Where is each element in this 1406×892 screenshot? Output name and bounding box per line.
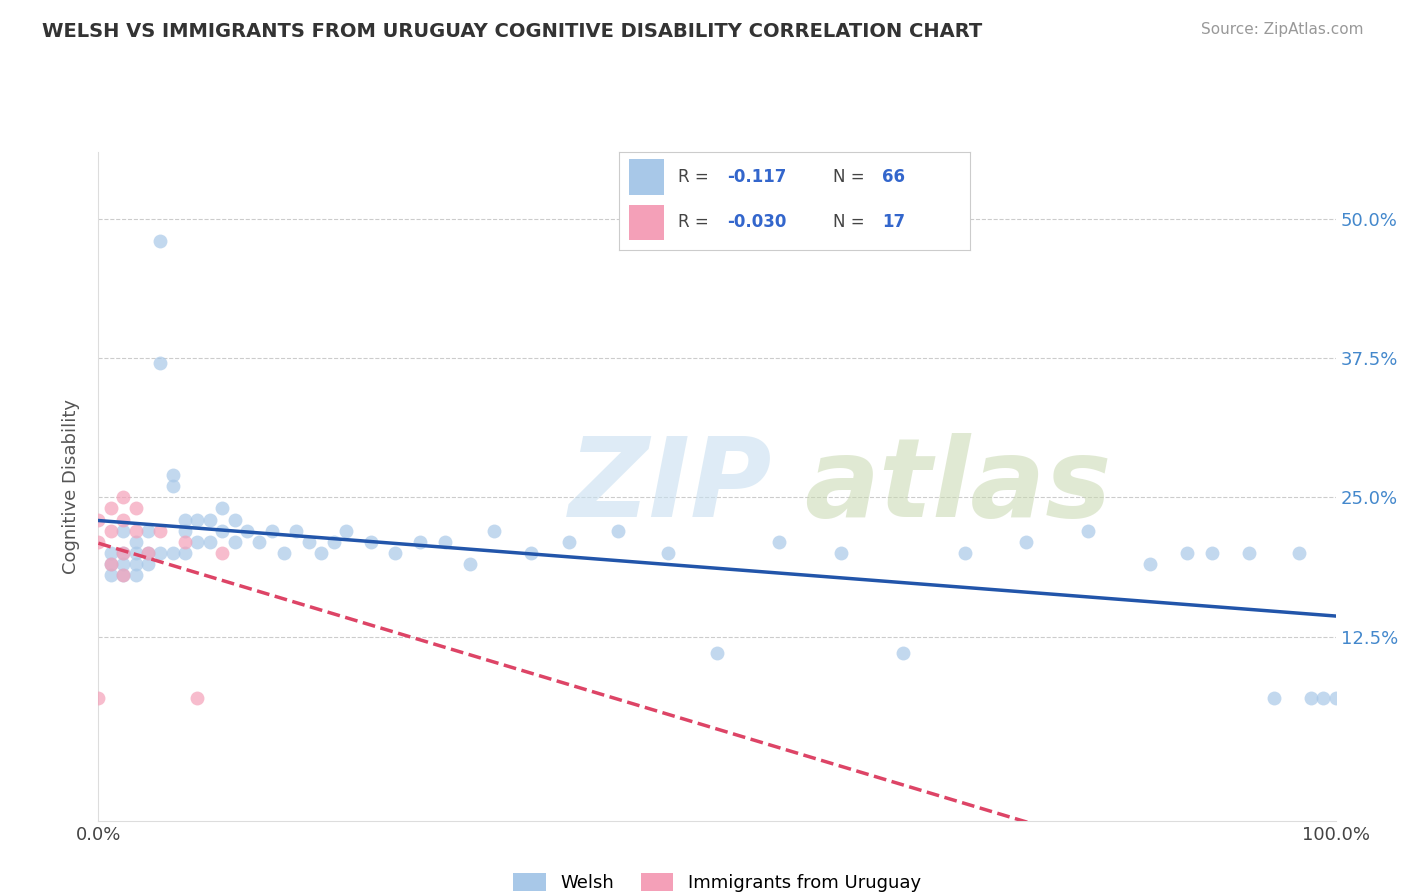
Text: 66: 66 <box>883 169 905 186</box>
Point <box>136 524 159 538</box>
Point <box>100 557 122 572</box>
Text: R =: R = <box>678 213 709 231</box>
Point <box>891 646 914 660</box>
Point <box>149 356 172 371</box>
Text: ZIP: ZIP <box>568 433 772 540</box>
Point <box>1288 546 1310 560</box>
Point <box>186 512 208 526</box>
Text: -0.117: -0.117 <box>728 169 787 186</box>
Point <box>174 534 197 549</box>
Point <box>458 557 481 572</box>
Point <box>1312 690 1334 705</box>
Point <box>162 546 184 560</box>
Point <box>112 490 135 504</box>
Point <box>607 524 630 538</box>
Text: R =: R = <box>678 169 709 186</box>
Point <box>247 534 270 549</box>
Point <box>112 512 135 526</box>
Point <box>1299 690 1322 705</box>
Point <box>100 557 122 572</box>
Text: -0.030: -0.030 <box>728 213 787 231</box>
Point <box>211 524 233 538</box>
Point <box>236 524 259 538</box>
Text: Source: ZipAtlas.com: Source: ZipAtlas.com <box>1201 22 1364 37</box>
Point <box>1237 546 1260 560</box>
Point <box>112 557 135 572</box>
Point <box>1015 534 1038 549</box>
Point <box>953 546 976 560</box>
Point <box>211 546 233 560</box>
FancyBboxPatch shape <box>630 204 664 240</box>
Point <box>124 524 146 538</box>
Point <box>224 512 246 526</box>
Point <box>409 534 432 549</box>
Point <box>1263 690 1285 705</box>
Point <box>484 524 506 538</box>
Point <box>136 557 159 572</box>
Point <box>298 534 321 549</box>
Point <box>1201 546 1223 560</box>
Point <box>1324 690 1347 705</box>
Point <box>136 546 159 560</box>
Point <box>186 690 208 705</box>
Point <box>1175 546 1198 560</box>
Point <box>87 512 110 526</box>
Point <box>1139 557 1161 572</box>
Point <box>285 524 308 538</box>
Point <box>124 534 146 549</box>
Point <box>706 646 728 660</box>
Point <box>124 568 146 582</box>
Point <box>149 524 172 538</box>
Point <box>198 534 221 549</box>
Point <box>768 534 790 549</box>
Point <box>112 546 135 560</box>
Point <box>87 534 110 549</box>
Point <box>384 546 406 560</box>
Text: 17: 17 <box>883 213 905 231</box>
Point <box>830 546 852 560</box>
Point <box>124 501 146 516</box>
Point <box>124 546 146 560</box>
Point <box>112 546 135 560</box>
Point <box>100 524 122 538</box>
Point <box>162 479 184 493</box>
Point <box>149 234 172 248</box>
Point <box>112 568 135 582</box>
Text: WELSH VS IMMIGRANTS FROM URUGUAY COGNITIVE DISABILITY CORRELATION CHART: WELSH VS IMMIGRANTS FROM URUGUAY COGNITI… <box>42 22 983 41</box>
Point <box>657 546 679 560</box>
Point <box>186 534 208 549</box>
Point <box>260 524 283 538</box>
Point <box>322 534 344 549</box>
Point <box>87 690 110 705</box>
Point <box>309 546 332 560</box>
Point <box>1077 524 1099 538</box>
Point <box>100 546 122 560</box>
Point <box>557 534 579 549</box>
Y-axis label: Cognitive Disability: Cognitive Disability <box>62 399 80 574</box>
Point <box>174 546 197 560</box>
Text: N =: N = <box>832 169 865 186</box>
Point <box>100 568 122 582</box>
Point <box>149 546 172 560</box>
Point <box>174 512 197 526</box>
Point <box>520 546 543 560</box>
Point <box>224 534 246 549</box>
Text: atlas: atlas <box>804 433 1111 540</box>
Point <box>433 534 456 549</box>
Point <box>198 512 221 526</box>
Legend: Welsh, Immigrants from Uruguay: Welsh, Immigrants from Uruguay <box>513 872 921 892</box>
Text: N =: N = <box>832 213 865 231</box>
Point <box>174 524 197 538</box>
Point <box>162 467 184 482</box>
FancyBboxPatch shape <box>630 160 664 194</box>
Point <box>136 546 159 560</box>
Point <box>100 501 122 516</box>
Point <box>112 568 135 582</box>
Point <box>124 557 146 572</box>
Point <box>360 534 382 549</box>
Point <box>335 524 357 538</box>
Point <box>211 501 233 516</box>
Point <box>273 546 295 560</box>
Point <box>112 524 135 538</box>
